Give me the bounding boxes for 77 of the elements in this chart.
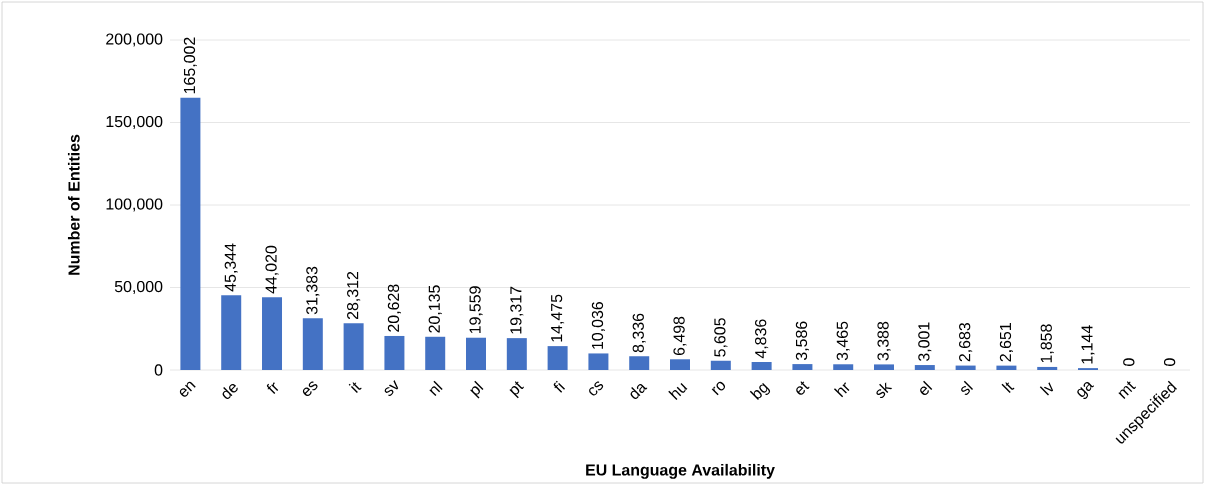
data-label: 8,336 [632, 313, 646, 353]
x-tick-label: nl [429, 380, 443, 397]
bar [588, 353, 609, 370]
x-tick-label: hu [668, 382, 688, 400]
bar [1037, 366, 1058, 370]
data-label: 14,475 [551, 294, 565, 342]
bar [221, 295, 242, 370]
data-label: 20,628 [387, 284, 401, 332]
x-tick-label: sl [961, 380, 974, 395]
x-tick-label: pt [509, 381, 524, 399]
data-label: 2,683 [959, 323, 973, 362]
x-tick-label: it [348, 382, 362, 394]
x-tick-label: en [179, 381, 196, 397]
data-label: 20,135 [428, 285, 442, 333]
data-label: 4,836 [755, 319, 769, 359]
data-label: 3,465 [836, 321, 850, 361]
bar [874, 364, 895, 370]
bar [670, 359, 691, 370]
bar [996, 365, 1017, 370]
bar [466, 337, 487, 370]
x-tick-label: el [920, 380, 933, 396]
bar [180, 97, 201, 370]
y-tick-label: 200,000 [106, 33, 163, 47]
x-tick-label: lv [1039, 382, 1054, 396]
x-tick-label: sk [876, 382, 893, 399]
bar [425, 336, 446, 370]
y-tick-label: 100,000 [106, 198, 163, 212]
data-label: 44,020 [265, 245, 279, 294]
x-tick-label: ga [1077, 381, 1095, 400]
data-label: 0 [1163, 358, 1176, 366]
data-label: 5,605 [714, 318, 728, 357]
data-label: 3,586 [795, 321, 809, 361]
data-label: 10,036 [591, 302, 605, 349]
x-tick-label: ro [711, 381, 726, 396]
data-label: 2,651 [999, 323, 1013, 362]
data-label: 45,344 [224, 243, 238, 292]
bar [914, 365, 935, 370]
data-label: 28,312 [347, 271, 361, 320]
bar [710, 360, 731, 370]
x-tick-label: pl [470, 380, 484, 399]
x-tick-label: sv [384, 380, 399, 396]
y-tick-label: 50,000 [114, 280, 163, 295]
bar [629, 356, 650, 370]
bar [506, 338, 527, 370]
data-label: 3,388 [877, 321, 891, 361]
bar [262, 297, 283, 370]
data-label: 31,383 [306, 266, 320, 315]
data-label: 0 [1123, 358, 1135, 366]
bar [547, 346, 568, 370]
x-axis-title: EU Language Availability [586, 463, 775, 479]
x-tick-label: fr [266, 382, 279, 394]
y-tick-label: 150,000 [106, 115, 163, 130]
data-label: 1,858 [1040, 324, 1054, 363]
x-tick-label: da [630, 384, 648, 400]
data-label: 19,317 [510, 286, 524, 334]
x-tick-label: fi [553, 380, 566, 393]
data-label: 165,002 [183, 37, 197, 94]
bar [343, 323, 364, 370]
data-label: 19,559 [469, 286, 483, 334]
bar [833, 364, 854, 370]
x-tick-label: et [796, 381, 810, 395]
bar [384, 335, 405, 370]
data-label: 6,498 [673, 316, 687, 356]
x-tick-label: es [302, 381, 318, 397]
x-tick-label: hr [833, 382, 850, 398]
bar [302, 318, 323, 370]
x-tick-label: de [222, 383, 238, 400]
y-tick-label: 0 [154, 364, 163, 376]
y-axis-title: Number of Entities [67, 134, 80, 275]
data-label: 1,144 [1081, 325, 1095, 364]
bar [751, 362, 772, 370]
bar [955, 365, 976, 370]
x-tick-label: lt [1001, 382, 1015, 394]
x-tick-label: bg [749, 382, 771, 400]
bar [792, 364, 813, 370]
x-tick-label: cs [589, 381, 604, 396]
data-label: 3,001 [918, 322, 932, 362]
